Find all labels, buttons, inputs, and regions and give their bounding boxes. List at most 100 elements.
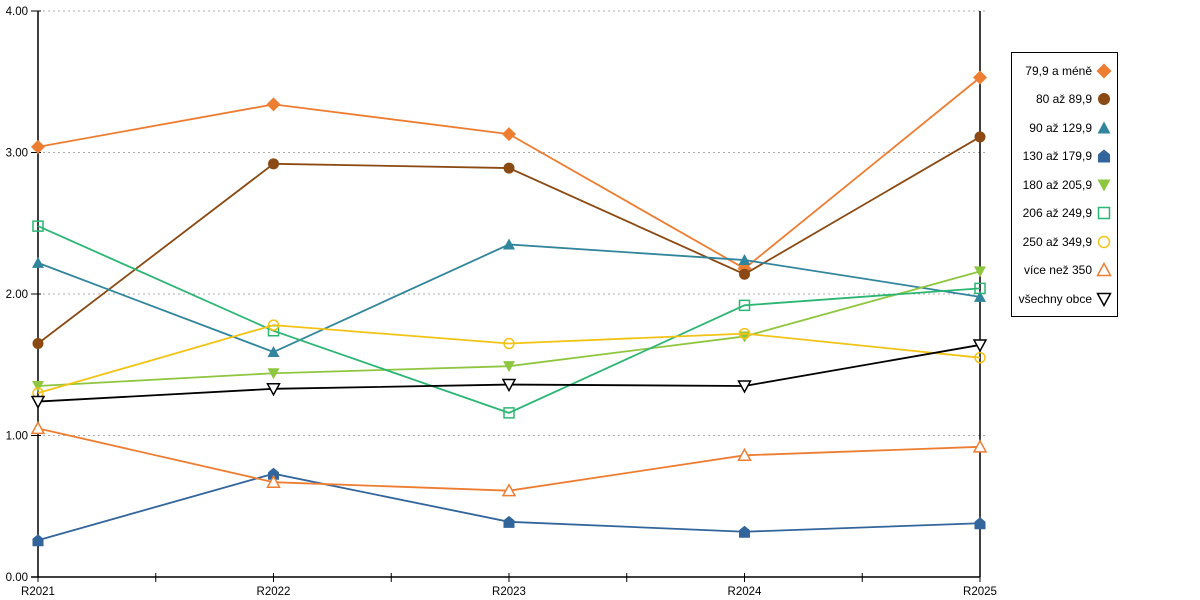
series-7	[30, 420, 988, 497]
x-axis-tick-label: R2021	[21, 586, 55, 598]
x-axis-tick-label: R2022	[257, 586, 291, 598]
data-point-marker-circle	[974, 131, 986, 143]
data-point-marker-triangle-up	[30, 420, 46, 435]
data-point-marker-circle	[974, 351, 986, 364]
data-point-marker-diamond	[502, 127, 516, 142]
data-point-marker-circle	[32, 338, 44, 350]
series-3	[32, 467, 986, 547]
legend-item: 180 až 205,9	[1012, 172, 1117, 198]
y-axis-tick-label: 4.00	[6, 6, 28, 18]
series-line	[37, 344, 981, 403]
data-point-marker-triangle-down	[737, 380, 752, 394]
data-point-marker-square	[974, 282, 986, 295]
data-point-marker-pentagon	[268, 467, 279, 480]
series-line	[37, 427, 981, 492]
data-point-marker-square	[1097, 206, 1111, 220]
data-point-marker-triangle-down	[32, 380, 44, 392]
legend-item: všechny obce	[1012, 286, 1117, 312]
legend-item: 90 až 129,9	[1012, 115, 1117, 141]
data-point-marker-circle	[738, 327, 751, 340]
legend-item-label: 250 až 349,9	[1022, 234, 1092, 249]
data-point-marker-triangle-down	[30, 395, 46, 410]
data-point-marker-triangle-down	[974, 266, 986, 278]
legend-item: 130 až 179,9	[1012, 143, 1117, 169]
circle-marker-icon	[1097, 235, 1111, 248]
series-4	[32, 266, 986, 392]
series-line	[37, 324, 981, 394]
legend-item-label: 80 až 89,9	[1035, 92, 1092, 106]
legend-item-label: 90 až 129,9	[1029, 120, 1092, 135]
data-point-marker-triangle-down	[972, 339, 988, 353]
series-8	[30, 339, 988, 410]
data-point-marker-triangle-up	[738, 254, 751, 266]
square-marker-icon	[1097, 206, 1111, 220]
diamond-marker-icon	[1096, 63, 1112, 78]
data-point-marker-circle	[739, 268, 750, 280]
data-point-marker-triangle-up	[972, 439, 988, 453]
legend-item-label: 180 až 205,9	[1022, 177, 1092, 192]
data-point-marker-triangle-up	[737, 447, 752, 462]
data-point-marker-pentagon	[1098, 149, 1110, 163]
series-1	[32, 131, 986, 350]
triangle-down-marker-icon	[1096, 292, 1112, 307]
data-point-marker-pentagon	[503, 515, 515, 528]
series-5	[32, 220, 986, 419]
legend-item: 206 až 249,9	[1012, 200, 1117, 226]
legend-item-label: všechny obce	[1018, 291, 1092, 306]
data-point-marker-pentagon	[974, 517, 986, 530]
y-axis-tick-label: 2.00	[6, 289, 28, 301]
legend-item-label: 206 až 249,9	[1022, 206, 1092, 220]
data-point-marker-triangle-down	[1097, 179, 1111, 191]
data-point-marker-circle	[1097, 235, 1111, 248]
data-point-marker-triangle-down	[1096, 292, 1112, 307]
triangle-down-marker-icon	[1097, 179, 1111, 191]
data-point-marker-triangle-down	[266, 383, 281, 397]
data-point-marker-square	[32, 220, 44, 232]
data-point-marker-circle	[268, 158, 279, 170]
series-line	[37, 225, 981, 414]
data-point-marker-triangle-up	[501, 483, 517, 497]
data-point-marker-triangle-up	[974, 290, 986, 302]
triangle-up-marker-icon	[1097, 121, 1111, 133]
data-point-marker-triangle-up	[503, 238, 515, 250]
data-point-marker-triangle-up	[266, 474, 281, 488]
data-point-marker-triangle-down	[267, 368, 280, 380]
circle-marker-icon	[1098, 93, 1110, 105]
data-point-marker-circle	[1098, 93, 1110, 105]
legend-item: 79,9 a méně	[1012, 58, 1117, 84]
data-point-marker-circle	[503, 337, 515, 350]
x-axis-tick-label: R2024	[728, 586, 762, 598]
data-point-marker-diamond	[973, 70, 987, 85]
data-point-marker-diamond	[31, 139, 45, 154]
data-point-marker-triangle-up	[1097, 121, 1111, 133]
data-point-marker-triangle-down	[503, 361, 515, 373]
data-point-marker-triangle-up	[32, 256, 44, 268]
data-point-marker-pentagon	[32, 534, 44, 547]
data-point-marker-circle	[267, 319, 280, 331]
legend-item-label: více než 350	[1023, 263, 1092, 277]
triangle-up-marker-icon	[1096, 262, 1112, 277]
data-point-marker-diamond	[266, 97, 281, 112]
x-axis-tick-label: R2025	[963, 586, 997, 598]
y-axis-tick-label: 1.00	[6, 431, 28, 443]
pentagon-marker-icon	[1098, 149, 1110, 163]
data-point-marker-triangle-up	[267, 346, 280, 358]
data-point-marker-triangle-down	[501, 378, 517, 393]
y-axis-tick-label: 3.00	[6, 148, 28, 160]
series-2	[32, 238, 986, 358]
series-6	[32, 319, 986, 399]
legend-item-label: 79,9 a méně	[1025, 63, 1092, 78]
data-point-marker-diamond	[1096, 63, 1112, 78]
legend-item: 250 až 349,9	[1012, 229, 1117, 255]
data-point-marker-pentagon	[739, 525, 750, 538]
data-point-marker-square	[503, 407, 515, 419]
y-axis-tick-label: 0.00	[6, 572, 28, 584]
legend-item: 80 až 89,9	[1012, 86, 1117, 112]
legend-item: více než 350	[1012, 257, 1117, 283]
legend-item-label: 130 až 179,9	[1022, 149, 1092, 163]
legend: 79,9 a méně 80 až 89,9 90 až 129,9 130 až 1…	[1011, 52, 1118, 317]
data-point-marker-square	[738, 299, 751, 312]
data-point-marker-triangle-up	[1096, 262, 1112, 277]
